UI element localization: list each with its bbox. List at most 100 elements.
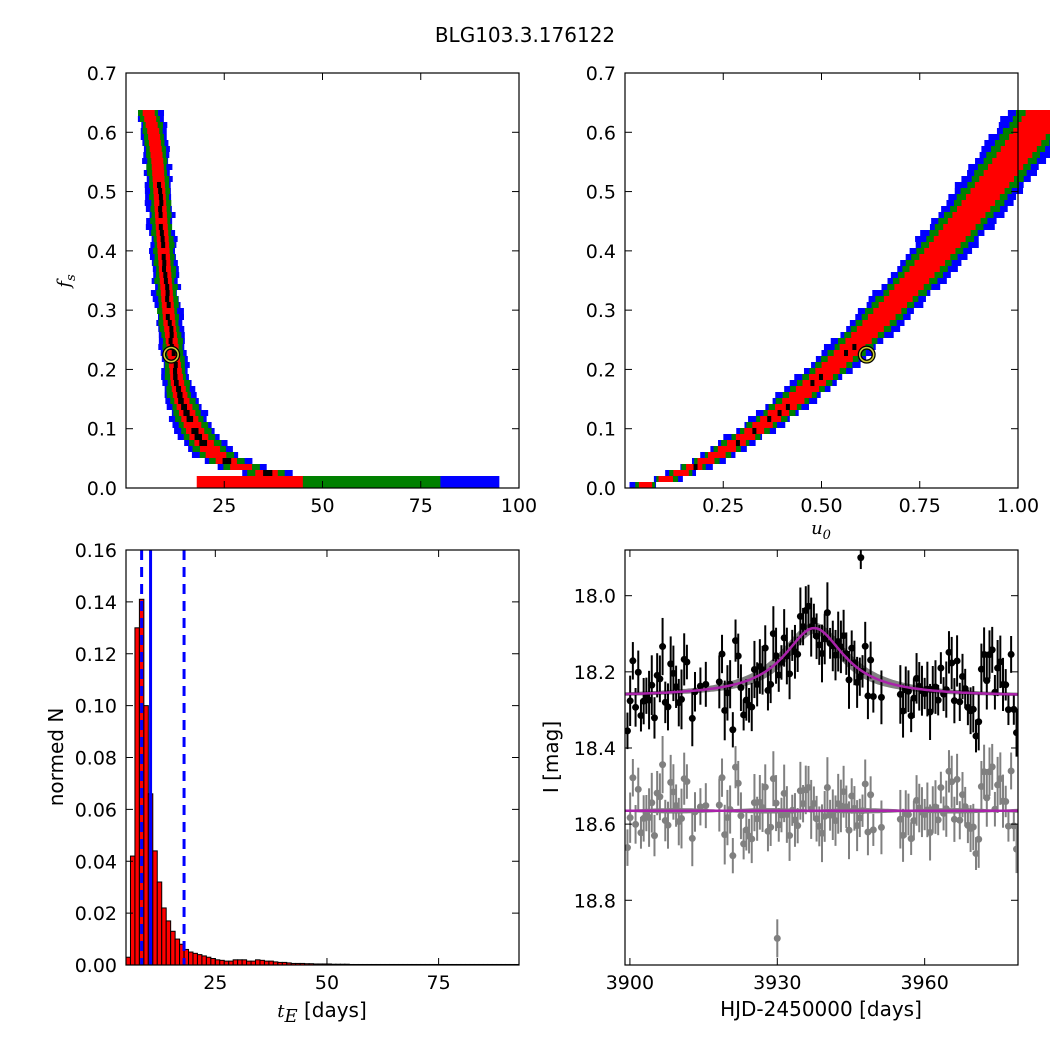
heatmap-cell-red bbox=[996, 152, 1033, 158]
residual-point bbox=[702, 802, 710, 810]
data-point bbox=[626, 697, 634, 705]
residual-point bbox=[748, 835, 756, 843]
residual-point bbox=[696, 803, 704, 811]
data-point bbox=[857, 554, 865, 562]
histogram-bar bbox=[129, 855, 136, 966]
heatmap-cell-black bbox=[166, 302, 171, 308]
histogram-bar bbox=[196, 954, 203, 966]
histogram-bar bbox=[201, 955, 207, 966]
data-point bbox=[734, 652, 742, 660]
x-axis-label-base: u bbox=[811, 518, 823, 539]
heatmap-cell-black bbox=[173, 362, 178, 368]
figure-title: BLG103.3.176122 bbox=[435, 23, 615, 47]
heatmap-cell-red bbox=[144, 116, 157, 122]
data-point bbox=[772, 652, 780, 660]
data-point bbox=[953, 657, 961, 665]
y-tick-label: 0.16 bbox=[75, 540, 117, 562]
y-tick-label: 0.02 bbox=[75, 903, 117, 925]
residual-point bbox=[823, 783, 831, 791]
residual-point bbox=[948, 778, 956, 786]
heatmap-cell-black bbox=[162, 260, 167, 266]
data-point bbox=[948, 659, 956, 667]
heatmap-cell-black bbox=[176, 386, 182, 392]
heatmap-cell-black bbox=[199, 440, 208, 446]
data-point bbox=[1002, 681, 1010, 689]
panel-fs-vs-u0: 0.25 0.50 0.75 1.00 0.0 0.1 0.2 0.3 0.4 0.5 0.6 0.7… bbox=[586, 63, 1050, 543]
heatmap-cell-red bbox=[149, 146, 162, 152]
data-point bbox=[823, 609, 831, 617]
heatmap-cell-red bbox=[983, 170, 1019, 176]
heatmap-cell-black bbox=[173, 380, 179, 386]
panel-light-curve: 3900 3930 3960 18.0 18.2 18.4 18.6 18.8 HJD-245… bbox=[539, 549, 1019, 1021]
y-tick-label: 0.4 bbox=[586, 241, 616, 263]
x-tick-label: 1.00 bbox=[997, 495, 1039, 517]
heatmap-cell-red bbox=[815, 368, 840, 374]
heatmap-cell-red bbox=[196, 482, 303, 488]
data-point bbox=[761, 644, 769, 652]
x-tick-label: 75 bbox=[427, 972, 451, 994]
y-tick-label: 0.5 bbox=[87, 182, 117, 204]
heatmap-cell-red bbox=[145, 122, 158, 128]
plot-frame bbox=[624, 72, 1019, 489]
x-tick-label: 0.75 bbox=[899, 495, 941, 517]
heatmap-cell-red bbox=[151, 164, 164, 170]
y-tick-label: 0.5 bbox=[586, 182, 616, 204]
y-tick-label: 0.3 bbox=[87, 300, 117, 322]
heatmap-cell-red bbox=[752, 422, 773, 428]
x-tick-label: 0.50 bbox=[800, 495, 842, 517]
heatmap-cell-red bbox=[673, 470, 689, 476]
residual-point bbox=[737, 812, 745, 820]
residual-point bbox=[688, 834, 696, 842]
histogram-bar bbox=[210, 958, 216, 966]
histogram-bar bbox=[192, 952, 198, 966]
heatmap-cell-black bbox=[178, 398, 184, 404]
heatmap-cell-red bbox=[929, 242, 961, 248]
residual-point bbox=[953, 775, 961, 783]
histogram-bar bbox=[161, 907, 167, 966]
residual-point bbox=[761, 783, 769, 791]
y-tick-label: 18.4 bbox=[574, 738, 616, 760]
data-point bbox=[1004, 706, 1012, 714]
heatmap-cell-black bbox=[168, 338, 173, 344]
data-point bbox=[975, 718, 983, 726]
y-tick-label: 0.14 bbox=[75, 592, 117, 614]
residual-point bbox=[864, 828, 872, 836]
x-axis-label-sub: 0 bbox=[823, 528, 831, 543]
data-point bbox=[786, 670, 794, 678]
data-point bbox=[729, 726, 737, 734]
heatmap-cell-red bbox=[230, 464, 253, 470]
residual-point bbox=[904, 811, 912, 819]
data-point bbox=[632, 703, 640, 711]
heatmap-cell-red bbox=[183, 422, 202, 428]
data-point bbox=[634, 668, 642, 676]
heatmap-cell-black bbox=[158, 188, 163, 194]
heatmap-cell-green bbox=[204, 476, 441, 482]
x-tick-label: 100 bbox=[501, 495, 537, 517]
heatmap-cell-black bbox=[158, 194, 163, 200]
x-axis-label-sub: E bbox=[283, 1006, 297, 1027]
heatmap-cell-black bbox=[785, 404, 790, 410]
y-tick-label: 0.1 bbox=[586, 419, 616, 441]
y-tick-label: 0.12 bbox=[75, 644, 117, 666]
residual-point bbox=[794, 822, 802, 830]
residual-point bbox=[664, 821, 672, 829]
data-point bbox=[683, 658, 691, 666]
residual-point bbox=[786, 832, 794, 840]
heatmap-cell-black bbox=[161, 242, 166, 248]
data-point bbox=[867, 656, 875, 664]
data-point bbox=[969, 705, 977, 713]
residual-point bbox=[625, 844, 631, 852]
heatmap-cell-red bbox=[862, 320, 890, 326]
heatmap-cell-black bbox=[844, 350, 849, 356]
heatmap-cell-black bbox=[163, 278, 168, 284]
y-tick-label: 0.7 bbox=[586, 63, 616, 85]
heatmap-cell-black bbox=[158, 224, 163, 230]
light-curve-content bbox=[625, 550, 1018, 958]
data-point bbox=[1013, 729, 1018, 737]
residual-point bbox=[988, 763, 996, 771]
residual-point bbox=[629, 774, 637, 782]
heatmap-cell-black bbox=[165, 284, 170, 290]
heatmap-cell-red bbox=[152, 170, 165, 176]
histogram-bar bbox=[125, 956, 131, 966]
heatmap-cell-black bbox=[693, 464, 698, 470]
